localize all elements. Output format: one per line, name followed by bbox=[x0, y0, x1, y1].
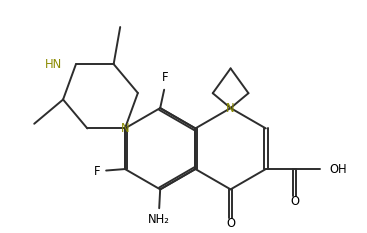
Text: F: F bbox=[162, 71, 168, 84]
Text: O: O bbox=[290, 195, 299, 208]
Text: O: O bbox=[226, 217, 235, 230]
Text: OH: OH bbox=[329, 163, 347, 175]
Text: HN: HN bbox=[45, 58, 62, 71]
Text: F: F bbox=[94, 165, 100, 178]
Text: NH₂: NH₂ bbox=[148, 213, 170, 226]
Text: N: N bbox=[121, 122, 129, 135]
Text: N: N bbox=[226, 102, 235, 115]
